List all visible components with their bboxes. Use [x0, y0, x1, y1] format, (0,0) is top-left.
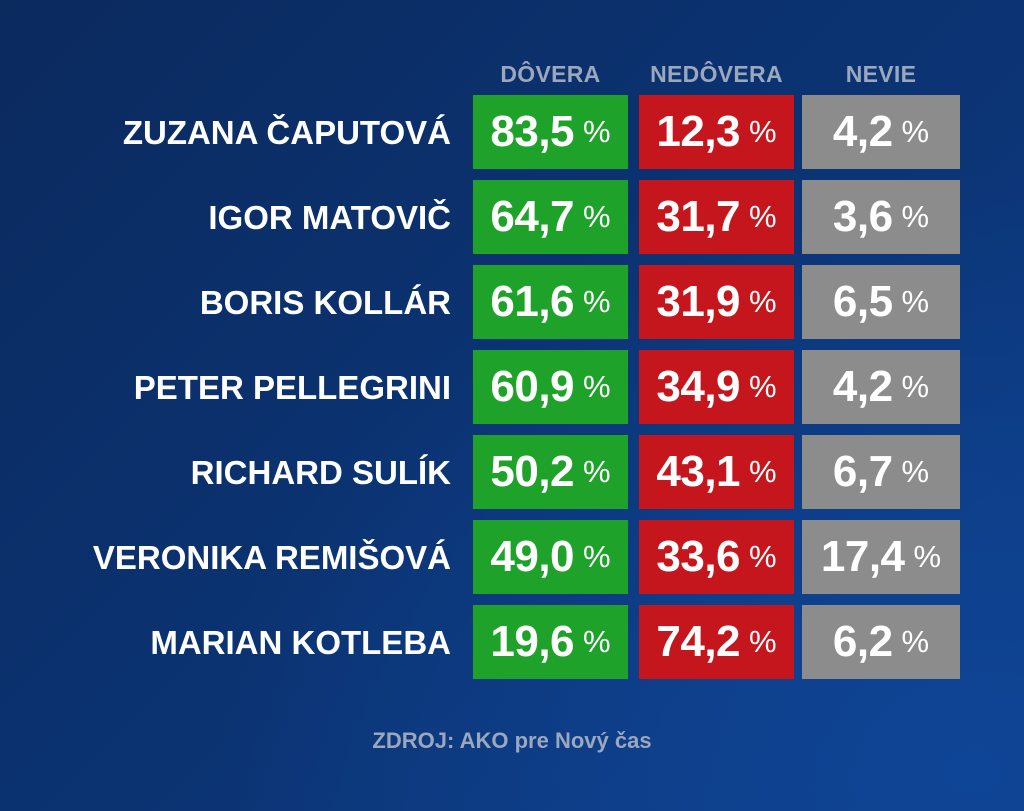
value-label: 50,2 [490, 447, 575, 496]
row-name: ZUZANA ČAPUTOVÁ [122, 114, 451, 151]
cell-nevie: 17,4% [802, 520, 960, 594]
cell-nevie: 4,2% [802, 95, 960, 169]
percent-sign: % [583, 199, 611, 234]
value-label: 17,4 [820, 532, 905, 581]
percent-sign: % [901, 284, 930, 319]
cell-nedovera: 33,6% [639, 520, 794, 594]
row-name: MARIAN KOTLEBA [150, 624, 451, 661]
row-name: RICHARD SULÍK [190, 454, 451, 491]
value-label: 31,9 [656, 277, 741, 326]
value-label: 19,6 [490, 617, 575, 666]
cell-dovera: 60,9% [473, 350, 628, 424]
percent-sign: % [901, 624, 930, 659]
value-label: 43,1 [656, 447, 741, 496]
source-caption: ZDROJ: AKO pre Nový čas [372, 728, 652, 753]
value-label: 4,2 [832, 107, 893, 156]
value-label: 74,2 [656, 617, 741, 666]
cell-nedovera: 31,9% [639, 265, 794, 339]
percent-sign: % [901, 369, 930, 404]
row-name: VERONIKA REMIŠOVÁ [92, 539, 451, 576]
value-label: 31,7 [656, 192, 741, 241]
value-label: 6,5 [832, 277, 893, 326]
percent-sign: % [583, 539, 611, 574]
percent-sign: % [583, 114, 611, 149]
cell-dovera: 19,6% [473, 605, 628, 679]
cell-dovera: 83,5% [473, 95, 628, 169]
percent-sign: % [749, 114, 777, 149]
cell-dovera: 50,2% [473, 435, 628, 509]
percent-sign: % [749, 624, 777, 659]
percent-sign: % [749, 369, 777, 404]
value-label: 3,6 [832, 192, 893, 241]
percent-sign: % [913, 539, 942, 574]
value-label: 61,6 [490, 277, 575, 326]
value-label: 34,9 [656, 362, 741, 411]
row-name: BORIS KOLLÁR [199, 284, 451, 321]
cell-nedovera: 12,3% [639, 95, 794, 169]
cell-nedovera: 31,7% [639, 180, 794, 254]
cell-nevie: 4,2% [802, 350, 960, 424]
value-label: 4,2 [832, 362, 893, 411]
cell-dovera: 49,0% [473, 520, 628, 594]
percent-sign: % [583, 369, 611, 404]
percent-sign: % [749, 454, 777, 489]
percent-sign: % [583, 454, 611, 489]
percent-sign: % [749, 199, 777, 234]
percent-sign: % [583, 284, 611, 319]
value-label: 64,7 [490, 192, 575, 241]
value-label: 49,0 [490, 532, 575, 581]
cell-nevie: 3,6% [802, 180, 960, 254]
value-label: 83,5 [490, 107, 575, 156]
value-label: 6,2 [832, 617, 893, 666]
cell-nedovera: 43,1% [639, 435, 794, 509]
cell-nevie: 6,2% [802, 605, 960, 679]
cell-nedovera: 34,9% [639, 350, 794, 424]
percent-sign: % [901, 114, 930, 149]
cell-nedovera: 74,2% [639, 605, 794, 679]
cell-dovera: 61,6% [473, 265, 628, 339]
cell-nevie: 6,7% [802, 435, 960, 509]
column-header-nedovera: NEDÔVERA [650, 61, 783, 87]
value-label: 6,7 [832, 447, 893, 496]
percent-sign: % [901, 199, 930, 234]
percent-sign: % [901, 454, 930, 489]
percent-sign: % [749, 284, 777, 319]
column-header-nevie: NEVIE [845, 61, 917, 87]
value-label: 33,6 [656, 532, 741, 581]
cell-nevie: 6,5% [802, 265, 960, 339]
value-label: 12,3 [656, 107, 741, 156]
value-label: 60,9 [490, 362, 575, 411]
column-header-dovera: DÔVERA [500, 61, 601, 87]
percent-sign: % [749, 539, 777, 574]
percent-sign: % [583, 624, 611, 659]
cell-dovera: 64,7% [473, 180, 628, 254]
row-name: IGOR MATOVIČ [208, 199, 451, 236]
row-name: PETER PELLEGRINI [133, 369, 451, 406]
